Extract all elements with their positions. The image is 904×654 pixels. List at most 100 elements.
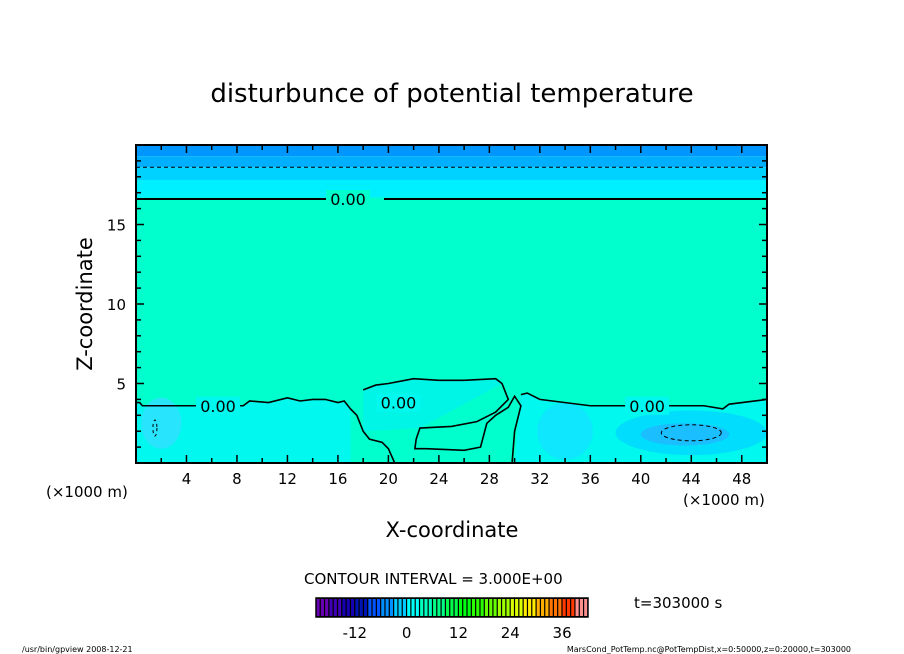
colorbar-swatch xyxy=(351,599,355,616)
colorbar-swatch xyxy=(575,599,579,616)
colorbar-swatch xyxy=(480,599,484,616)
x-tick-label: 28 xyxy=(480,470,499,488)
colorbar-swatch xyxy=(359,599,363,616)
colorbar-swatch xyxy=(458,599,463,616)
footer-right: MarsCond_PotTemp.nc@PotTempDist,x=0:5000… xyxy=(567,645,851,654)
x-tick-label: 12 xyxy=(278,470,297,488)
colorbar-tick-label: 0 xyxy=(402,624,412,642)
color-band xyxy=(136,179,767,198)
colorbar-swatch xyxy=(523,599,527,616)
contour-interval-label: CONTOUR INTERVAL = 3.000E+00 xyxy=(304,570,563,588)
colorbar-swatch xyxy=(532,599,536,616)
x-tick-label: 4 xyxy=(182,470,192,488)
x-tick-label: 24 xyxy=(429,470,448,488)
colorbar-swatch xyxy=(428,599,432,616)
colorbar-swatch xyxy=(389,599,394,616)
colorbar-tick-label: 12 xyxy=(449,624,468,642)
colorbar-swatch xyxy=(368,599,372,616)
colorbar-swatch xyxy=(528,599,532,616)
colorbar-swatch xyxy=(549,599,553,616)
colorbar-swatch xyxy=(515,599,519,616)
cool-patch xyxy=(640,423,730,446)
contour-label: 0.00 xyxy=(381,394,417,413)
colorbar-swatch xyxy=(329,599,333,616)
y-tick-label: 15 xyxy=(107,217,126,235)
colorbar-swatch xyxy=(502,599,506,616)
contour-label-bg xyxy=(625,396,670,415)
color-band xyxy=(136,167,767,180)
colorbar-swatch xyxy=(415,599,419,616)
colorbar-swatch xyxy=(450,599,454,616)
colorbar-swatch xyxy=(433,599,437,616)
colorbar-swatch xyxy=(385,599,389,616)
colorbar-swatch xyxy=(579,599,583,616)
x-unit-label-left: (×1000 m) xyxy=(46,483,128,501)
low-region xyxy=(136,397,351,463)
colorbar-frame xyxy=(315,597,589,618)
zero-contour xyxy=(362,377,522,463)
colorbar-tick-label: -12 xyxy=(343,624,368,642)
colorbar-swatch xyxy=(566,599,571,616)
colorbar-swatch xyxy=(420,599,424,616)
zero-contour xyxy=(520,392,767,410)
y-tick-label: 5 xyxy=(116,376,126,394)
colorbar-swatch xyxy=(437,599,441,616)
time-label: t=303000 s xyxy=(634,594,722,612)
plot-content: 0.00 0.00 0.00 0.00 xyxy=(136,145,767,463)
colorbar-swatch xyxy=(476,599,480,616)
x-axis-label: X-coordinate xyxy=(386,518,519,542)
colorbar-swatch xyxy=(342,599,346,616)
colorbar-swatch xyxy=(536,599,540,616)
colorbar-swatch xyxy=(497,599,501,616)
x-tick-label: 40 xyxy=(631,470,650,488)
x-tick-label: 36 xyxy=(581,470,600,488)
colorbar: -12 0 12 24 36 xyxy=(315,597,589,642)
colorbar-swatch xyxy=(558,599,562,616)
colorbar-swatch xyxy=(484,599,488,616)
chart-title: disturbunce of potential temperature xyxy=(210,79,693,109)
colorbar-swatch xyxy=(545,599,549,616)
colorbar-swatch xyxy=(463,599,467,616)
colorbar-swatch xyxy=(338,599,342,616)
colorbar-swatch xyxy=(398,599,402,616)
y-tick-labels: 5 10 15 xyxy=(107,217,126,394)
colorbar-swatch xyxy=(584,599,588,616)
x-tick-label: 16 xyxy=(328,470,347,488)
colorbar-swatch xyxy=(541,599,545,616)
x-tick-label: 44 xyxy=(682,470,701,488)
contour-label-bg xyxy=(376,393,421,412)
colorbar-swatch xyxy=(471,599,476,616)
colorbar-swatch xyxy=(325,599,329,616)
colorbar-swatch xyxy=(333,599,337,616)
color-band xyxy=(136,145,767,157)
negative-contour xyxy=(152,419,158,437)
colorbar-swatch xyxy=(441,599,445,616)
footer-left: /usr/bin/gpview 2008-12-21 xyxy=(22,645,133,654)
colorbar-swatch xyxy=(363,599,368,616)
colorbar-swatch xyxy=(446,599,450,616)
colorbar-swatch xyxy=(553,599,558,616)
contour-label-bg xyxy=(196,396,241,415)
x-tick-label: 32 xyxy=(530,470,549,488)
colorbar-swatch xyxy=(493,599,497,616)
x-tick-labels: 4 8 12 16 20 24 28 32 36 40 44 48 xyxy=(182,470,752,488)
colorbar-swatch xyxy=(320,599,324,616)
colorbar-swatch xyxy=(316,599,320,616)
cool-patch xyxy=(537,402,593,460)
x-unit-label-right: (×1000 m) xyxy=(683,491,765,509)
colorbar-swatch xyxy=(467,599,471,616)
colorbar-tick-label: 24 xyxy=(501,624,520,642)
y-tick-label: 10 xyxy=(107,296,126,314)
colorbar-swatch xyxy=(519,599,523,616)
x-tick-label: 48 xyxy=(732,470,751,488)
colorbar-tick-label: 36 xyxy=(553,624,572,642)
colorbar-swatch xyxy=(346,599,350,616)
colorbar-swatch xyxy=(506,599,510,616)
colorbar-swatch xyxy=(407,599,411,616)
plot-area: 0.00 0.00 0.00 0.00 xyxy=(135,144,768,464)
negative-contour xyxy=(660,424,722,442)
colorbar-swatch xyxy=(562,599,566,616)
colorbar-swatch xyxy=(454,599,458,616)
cool-patch xyxy=(141,397,182,449)
